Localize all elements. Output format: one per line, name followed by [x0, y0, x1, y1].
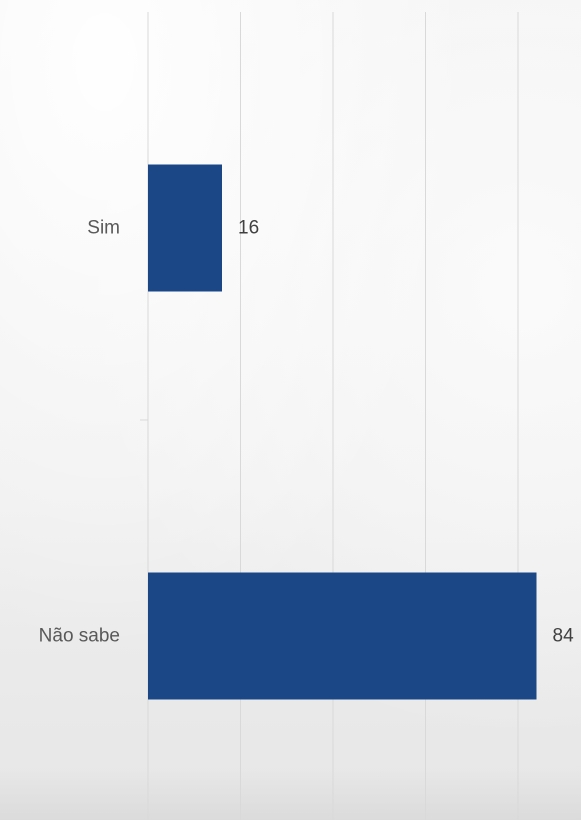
category-label-1: Não sabe: [39, 626, 120, 647]
category-label-0: Sim: [87, 218, 120, 239]
background-floor: [0, 770, 581, 820]
data-label-1: 84: [553, 626, 575, 647]
bars: [148, 164, 537, 700]
bar-0: [148, 164, 222, 292]
category-labels: Sim Não sabe: [39, 218, 120, 647]
bar-1: [148, 572, 537, 700]
data-label-0: 16: [238, 218, 259, 239]
